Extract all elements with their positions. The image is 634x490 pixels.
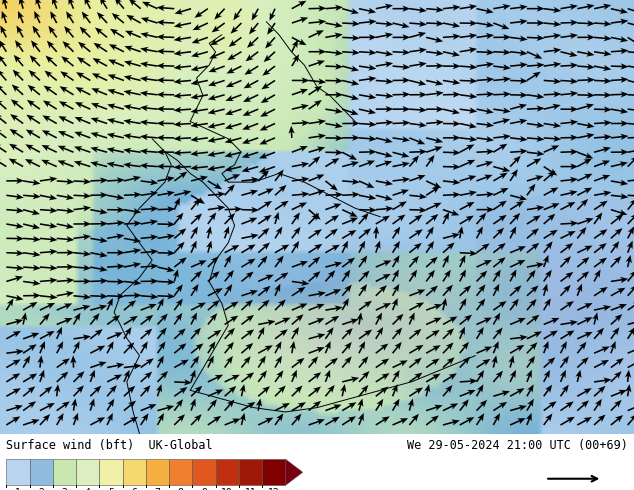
Bar [100, 459, 122, 486]
Bar [6, 459, 30, 486]
Bar [192, 459, 216, 486]
Bar [169, 459, 192, 486]
Text: 11: 11 [245, 488, 256, 490]
Text: 7: 7 [155, 488, 160, 490]
Text: 10: 10 [221, 488, 233, 490]
Bar [262, 459, 285, 486]
Text: 6: 6 [131, 488, 137, 490]
Text: Surface wind (bft)  UK-Global: Surface wind (bft) UK-Global [6, 439, 213, 452]
Text: 4: 4 [85, 488, 91, 490]
Bar [146, 459, 169, 486]
Bar [239, 459, 262, 486]
Polygon shape [285, 459, 303, 486]
Text: 1: 1 [15, 488, 21, 490]
Bar [30, 459, 53, 486]
Text: 8: 8 [178, 488, 184, 490]
Bar [122, 459, 146, 486]
Bar [53, 459, 76, 486]
Bar [216, 459, 239, 486]
Text: 2: 2 [38, 488, 44, 490]
Text: We 29-05-2024 21:00 UTC (00+69): We 29-05-2024 21:00 UTC (00+69) [407, 439, 628, 452]
Bar [76, 459, 100, 486]
Text: 5: 5 [108, 488, 114, 490]
Text: 3: 3 [61, 488, 67, 490]
Text: 12: 12 [268, 488, 280, 490]
Text: 9: 9 [201, 488, 207, 490]
